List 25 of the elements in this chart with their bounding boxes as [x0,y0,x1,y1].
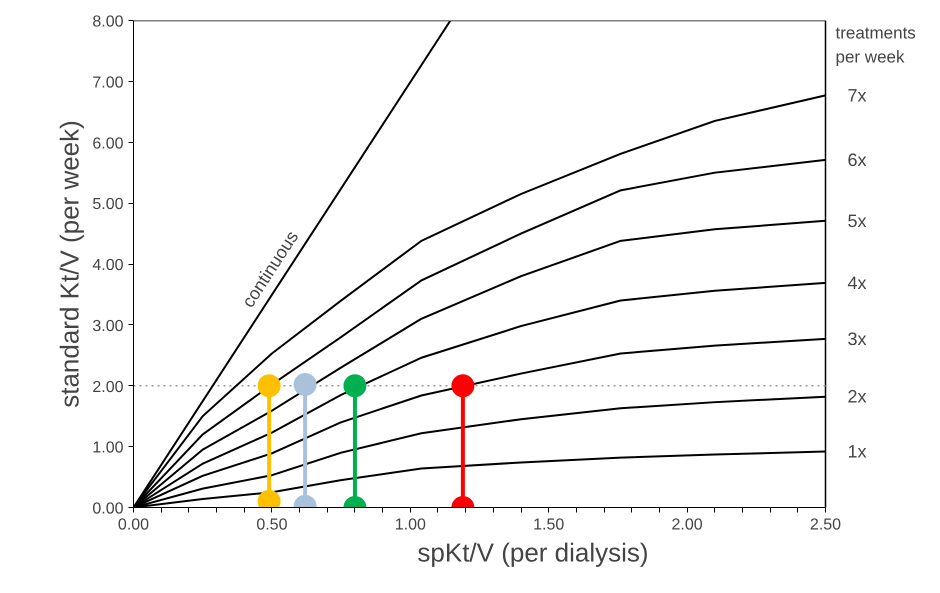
y-tick-label: 4.00 [92,257,124,274]
series-label: 1x [848,441,867,462]
series-label: 4x [848,272,867,293]
y-tick-label: 8.00 [92,14,124,30]
legend-title: treatments per week [836,24,916,66]
y-tick-label: 5.00 [92,196,124,214]
x-tick-label: 1.00 [394,516,426,534]
series-label: 2x [848,386,867,407]
x-tick-label: 1.50 [533,516,564,534]
y-tick-label: 0.00 [92,500,124,518]
x-tick-label: 0.50 [256,516,288,534]
y-tick-label: 7.00 [92,74,124,92]
y-tick-label: 6.00 [92,135,124,152]
x-axis-title: spKt/V (per dialysis) [417,538,649,568]
x-tick-label: 0.00 [118,516,150,534]
y-tick-label: 3.00 [92,318,124,335]
y-axis-title: standard Kt/V (per week) [54,120,84,408]
y-tick-label: 1.00 [92,440,124,457]
series-label: 6x [848,150,867,170]
x-tick-label: 2.50 [810,516,842,534]
series-label: 3x [848,328,867,349]
series-label: 7x [848,85,867,106]
series-label: 5x [848,210,867,231]
y-tick-label: 2.00 [92,378,124,396]
x-tick-label: 2.00 [672,516,703,534]
